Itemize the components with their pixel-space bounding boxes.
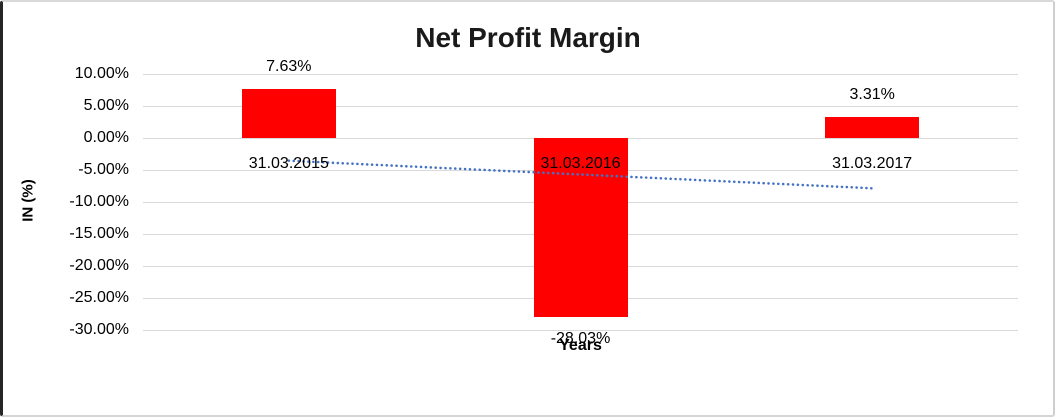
bar-value-label: -28.03% [550,330,611,348]
category-label: 31.03.2016 [540,155,621,172]
bar-value-label: 3.31% [849,85,895,103]
y-tick-label: -20.00% [69,257,129,274]
gridline [143,329,1018,331]
y-tick-label: -30.00% [69,321,129,338]
gridline [143,73,1018,75]
y-tick-label: -15.00% [69,225,129,242]
x-axis-title: Years [559,337,602,354]
y-tick-label: -10.00% [69,193,129,210]
category-label: 31.03.2017 [832,155,913,172]
y-tick-label: -5.00% [78,161,129,178]
y-tick-label: 5.00% [83,97,129,114]
category-label: 31.03.2015 [248,155,329,172]
y-tick-label: 0.00% [83,129,129,146]
chart-title: Net Profit Margin [415,22,641,53]
bar-31.03.2015 [241,89,336,138]
bar-31.03.2017 [825,116,920,138]
y-tick-label: -25.00% [69,289,129,306]
bar-value-label: 7.63% [266,58,312,76]
y-tick-label: 10.00% [74,65,129,82]
gridline [143,105,1018,107]
